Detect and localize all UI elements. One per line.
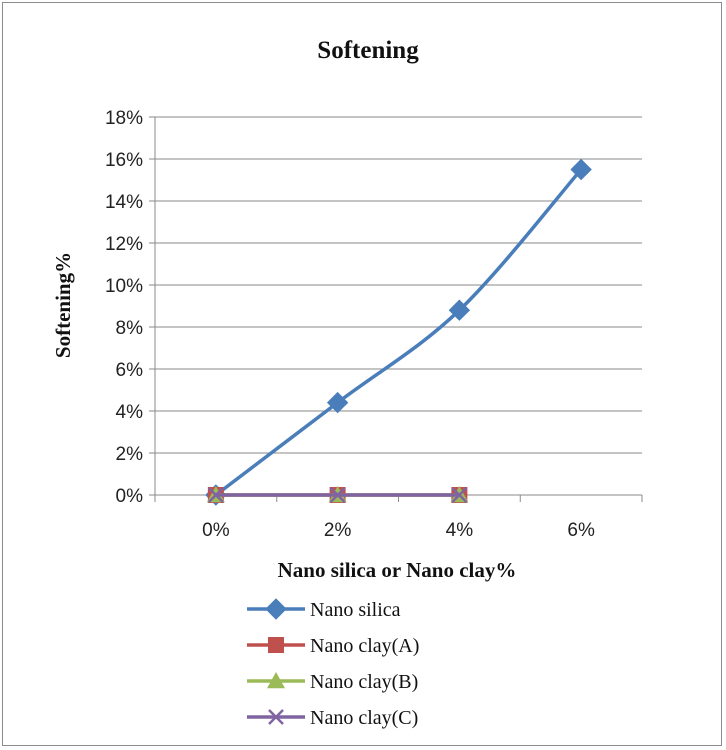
legend-item: Nano clay(A) [247,635,419,657]
y-tick-label: 4% [116,402,144,423]
data-point [329,487,346,503]
series-line [214,168,583,497]
data-point [570,158,592,181]
data-point [207,487,224,503]
data-point [451,487,468,503]
marker-stroke [207,487,224,503]
x-axis-title: Nano silica or Nano clay% [278,558,517,582]
y-tick-label: 10% [105,276,143,297]
y-axis-title: Softening% [51,252,75,358]
chart-title: Softening [317,37,419,64]
axes [154,117,643,502]
y-tick-label: 2% [116,444,144,465]
data-point [448,299,471,321]
x-tick-label: 6% [567,520,595,541]
legend-label: Nano clay(B) [310,671,418,693]
legend-marker [268,709,284,725]
marker-stroke [268,709,284,725]
y-tick-labels: 0% 2% 4% 6% 8% 10% 12% 14% 16% 18% [105,108,143,507]
marker-stroke [329,487,346,503]
legend-item: Nano clay(B) [247,671,418,693]
legend: Nano silica Nano clay(A) Nano clay(B) Nano … [247,598,419,729]
y-tick-label: 8% [116,318,144,339]
legend-marker [268,637,284,653]
x-tick-label: 2% [324,520,352,541]
y-tick-label: 18% [105,108,143,129]
legend-label: Nano silica [310,599,401,621]
legend-label: Nano clay(A) [310,635,419,657]
y-tick-label: 16% [105,150,143,171]
legend-item: Nano clay(C) [247,707,418,729]
x-tick-label: 0% [202,520,230,541]
gridlines [149,116,642,496]
legend-label: Nano clay(C) [310,707,418,729]
legend-marker [267,672,285,689]
y-tick-label: 12% [105,234,143,255]
x-tick-label: 4% [446,520,474,541]
y-tick-label: 14% [105,192,143,213]
y-tick-label: 0% [116,486,144,507]
series-nano-clay-c [207,487,468,503]
y-tick-label: 6% [116,360,144,381]
data-point [326,391,349,414]
marker-stroke [451,487,468,503]
x-tick-labels: 0% 2% 4% 6% [202,520,595,541]
series-group [205,158,592,506]
legend-item: Nano silica [247,598,401,621]
legend-marker [265,598,287,620]
